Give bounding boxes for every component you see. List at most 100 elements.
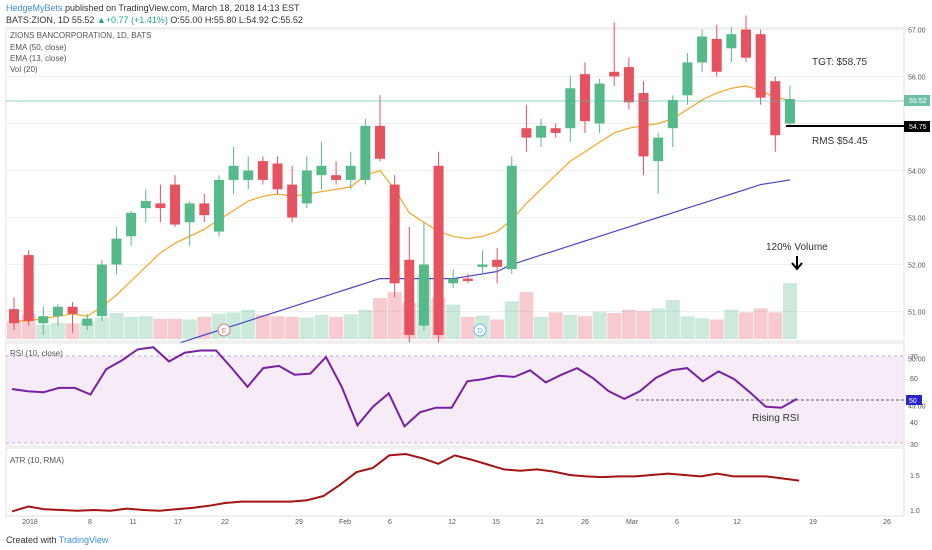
candle[interactable]	[24, 250, 34, 325]
volume-bar	[124, 317, 138, 339]
volume-bar	[344, 314, 358, 339]
last-price-tag-text: 55.52	[909, 98, 927, 105]
volume-bar	[168, 319, 182, 339]
volume-bar	[256, 315, 270, 339]
rsi-tick-label: 70	[910, 354, 918, 361]
time-tick-label: 22	[221, 519, 229, 526]
chart-footer: Created with TradingView	[0, 528, 932, 550]
volume-bar	[373, 298, 387, 339]
volume-bar	[358, 310, 372, 339]
event-marker-e[interactable]: E	[218, 324, 230, 336]
chart-canvas[interactable]: ZIONS BANCORPORATION, 1D, BATS EMA (50, …	[0, 0, 932, 528]
rsi-tick-label: 40	[910, 420, 918, 427]
volume-bar	[607, 313, 621, 339]
volume-bar	[783, 283, 797, 339]
volume-bar	[505, 301, 519, 339]
volume-bar	[183, 320, 197, 340]
level-tag-text: 54.75	[909, 124, 927, 131]
time-tick-label: Mar	[626, 519, 639, 526]
volume-bar	[578, 316, 592, 339]
volume-bar	[695, 318, 709, 339]
candle[interactable]	[756, 30, 766, 105]
rms-label: RMS $54.45	[812, 136, 868, 147]
time-tick-label: 12	[448, 519, 456, 526]
atr-pane	[6, 448, 904, 516]
candle[interactable]	[97, 260, 107, 321]
volume-bar	[680, 316, 694, 339]
price-tick-label: 57.00	[908, 28, 926, 35]
price-pane	[6, 28, 904, 341]
volume-bar	[739, 312, 753, 339]
volume-bar	[300, 318, 314, 339]
volume-bar	[271, 316, 285, 339]
rsi-legend: RSI (10, close)	[10, 349, 63, 358]
volume-bar	[593, 312, 607, 339]
time-tick-label: 29	[295, 519, 303, 526]
volume-bar	[388, 292, 402, 339]
time-tick-label: 17	[174, 519, 182, 526]
tradingview-link[interactable]: TradingView	[59, 535, 109, 545]
price-tick-label: 53.00	[908, 216, 926, 223]
candle[interactable]	[390, 175, 400, 297]
time-tick-label: 6	[388, 519, 392, 526]
time-tick-label: 15	[492, 519, 500, 526]
volume-bar	[768, 312, 782, 339]
rsi-tick-label: 30	[910, 442, 918, 449]
time-tick-label: 6	[675, 519, 679, 526]
atr-axis[interactable]: 1.5 1.0	[910, 473, 920, 515]
volume-bar	[139, 316, 153, 339]
price-tick-label: 54.00	[908, 169, 926, 176]
earnings-marker-label: E	[222, 328, 227, 335]
volume-bar	[549, 312, 563, 339]
volume-bar	[446, 305, 460, 339]
candle[interactable]	[507, 156, 517, 274]
legend-volume: Vol (20)	[10, 65, 38, 74]
event-marker-d[interactable]: D	[474, 324, 486, 336]
rsi-band	[6, 356, 904, 443]
time-tick-label: 21	[536, 519, 544, 526]
time-axis[interactable]: 2018 8 11 17 22 29 Feb 6 12 15 21 26 Mar 6 12 19 26	[22, 519, 891, 526]
legend-ema50: EMA (50, close)	[10, 43, 67, 52]
atr-tick-label: 1.0	[910, 508, 920, 515]
price-tick-label: 56.00	[908, 75, 926, 82]
price-tick-label: 51.00	[908, 310, 926, 317]
volume-bar	[153, 319, 167, 339]
atr-tick-label: 1.5	[910, 473, 920, 480]
volume-bar	[314, 315, 328, 339]
volume-bar	[710, 320, 724, 340]
time-tick-label: 8	[88, 519, 92, 526]
dividend-marker-label: D	[477, 328, 482, 335]
candle[interactable]	[360, 119, 370, 185]
time-tick-label: 26	[581, 519, 589, 526]
time-tick-label: Feb	[339, 519, 351, 526]
created-with-label: Created with	[6, 535, 57, 545]
volume-bar	[563, 315, 577, 339]
volume-bar	[724, 310, 738, 339]
price-tick-label: 52.00	[908, 263, 926, 270]
time-tick-label: 12	[733, 519, 741, 526]
volume-bar	[534, 317, 548, 339]
time-tick-label: 26	[883, 519, 891, 526]
volume-bar	[197, 317, 211, 339]
candle[interactable]	[434, 152, 444, 354]
time-tick-label: 11	[129, 519, 136, 526]
volume-bar	[666, 300, 680, 339]
rising-rsi-label: Rising RSI	[752, 413, 799, 424]
volume-bar	[637, 311, 651, 339]
legend-symbol: ZIONS BANCORPORATION, 1D, BATS	[10, 31, 152, 40]
volume-bar	[285, 317, 299, 339]
volume-bar	[490, 320, 504, 340]
candle[interactable]	[214, 175, 224, 236]
rsi-current-tag-text: 50	[909, 398, 917, 405]
atr-legend: ATR (10, RMA)	[10, 456, 64, 465]
time-tick-label: 2018	[22, 519, 38, 526]
volume-bar	[754, 308, 768, 339]
time-tick-label: 19	[809, 519, 817, 526]
target-label: TGT: $58.75	[812, 57, 867, 68]
volume-bar	[241, 310, 255, 339]
volume-bar	[329, 317, 343, 339]
volume-bar	[519, 292, 533, 339]
candle[interactable]	[741, 15, 751, 62]
volume-bar	[461, 317, 475, 339]
volume-annotation: 120% Volume	[766, 242, 828, 253]
